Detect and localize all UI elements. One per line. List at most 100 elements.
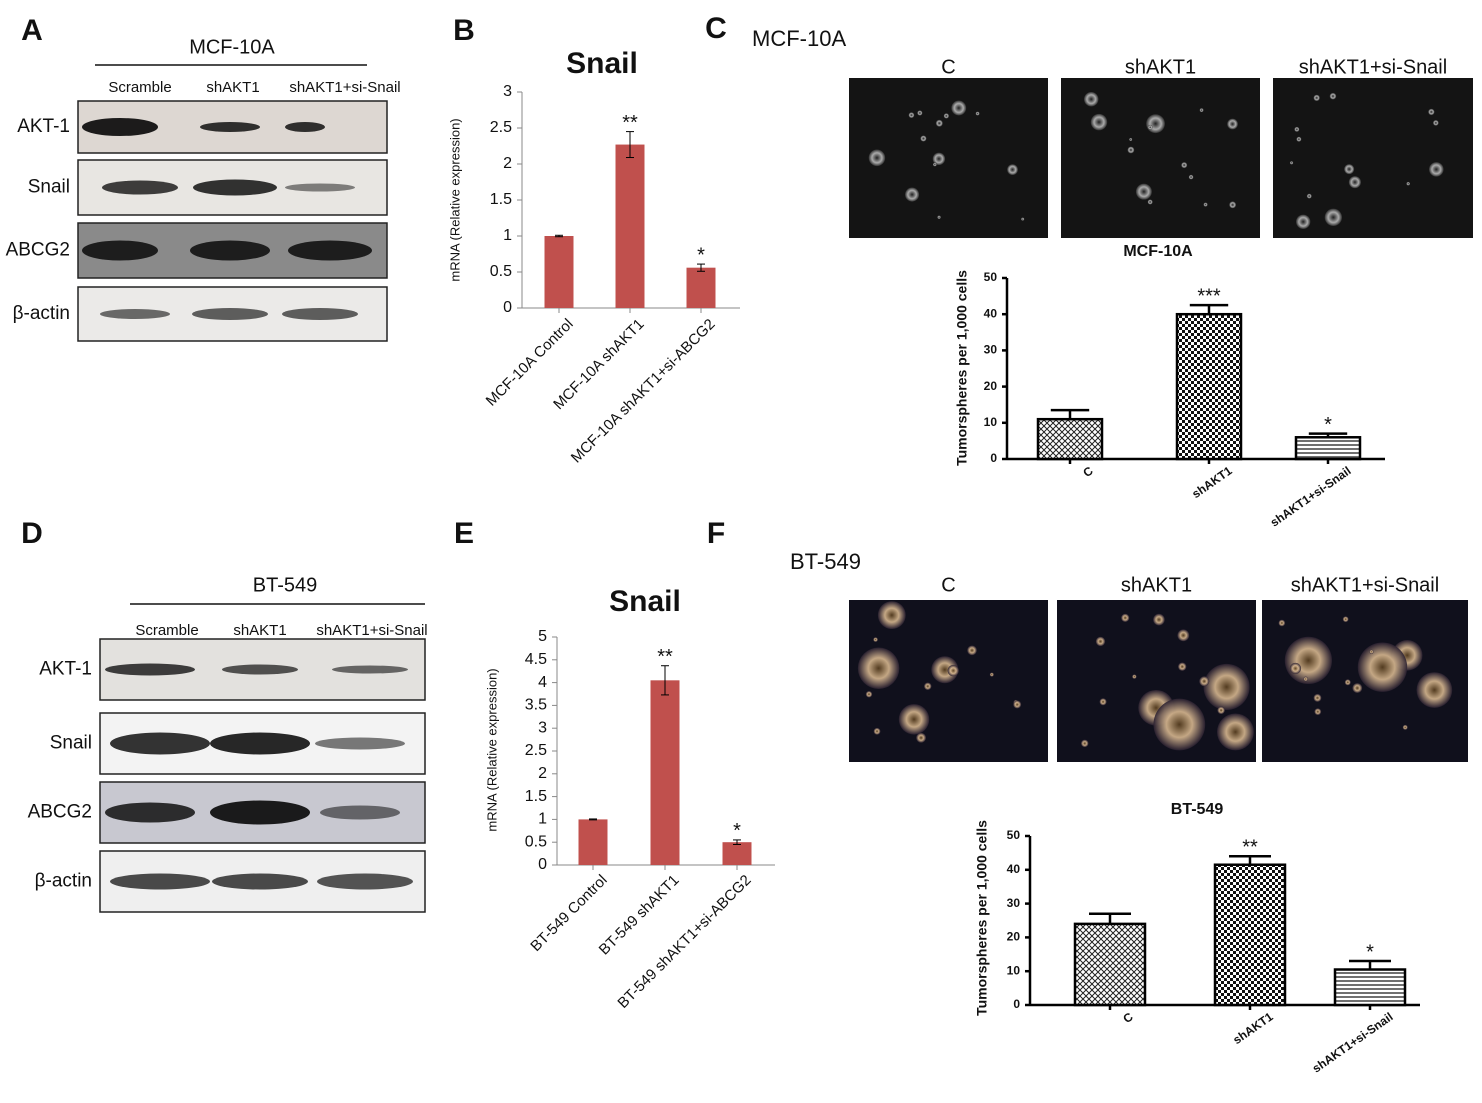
cell: [868, 149, 886, 167]
error-bar: [1229, 855, 1271, 865]
cell: [1153, 613, 1165, 626]
bar: [578, 819, 608, 865]
row-label: β-actin: [35, 871, 92, 892]
panel-label: A: [21, 14, 43, 47]
panel-label: B: [453, 14, 475, 47]
blot-band: [210, 800, 310, 825]
cell: [1369, 649, 1374, 654]
y-tick-label: 2: [538, 765, 547, 782]
error-bar: [1089, 912, 1131, 924]
y-tick-label: 30: [1007, 896, 1021, 910]
error-bar: [1050, 408, 1090, 420]
row-label: Snail: [28, 177, 70, 198]
cell: [1090, 113, 1108, 131]
blot-band: [285, 122, 325, 132]
x-tick-label: BT-549 Control: [527, 872, 610, 955]
panel-label: F: [707, 517, 725, 550]
cell: [1203, 202, 1208, 207]
y-tick-label: 5: [538, 628, 547, 645]
cell: [1428, 108, 1435, 116]
cell: [1313, 94, 1320, 102]
micrograph: [1273, 78, 1473, 238]
cell: [1178, 662, 1187, 671]
row-label: AKT-1: [39, 659, 92, 680]
cell: [1416, 672, 1453, 708]
y-tick-label: 40: [1007, 862, 1021, 876]
blot-band: [317, 873, 413, 890]
cell: [1429, 162, 1444, 177]
blot-band: [105, 663, 195, 676]
cell: [908, 112, 915, 118]
chart-title: MCF-10A: [1123, 243, 1193, 260]
cell: [1406, 181, 1411, 186]
cell: [937, 215, 941, 219]
blot-band: [222, 664, 298, 675]
x-tick-label: C: [1120, 1009, 1135, 1026]
row-label: ABCG2: [28, 802, 92, 823]
significance: *: [1366, 941, 1374, 963]
micrograph-title: MCF-10A: [752, 26, 846, 51]
bar: [1333, 968, 1407, 1007]
y-tick-label: 0.5: [490, 263, 512, 280]
cell: [1402, 724, 1408, 730]
blot-band: [200, 122, 260, 132]
cell: [916, 732, 927, 743]
y-tick-label: 0: [503, 299, 512, 316]
bar: [544, 236, 574, 308]
bar: [650, 680, 680, 865]
blot-band: [82, 240, 158, 261]
y-tick-label: 1.5: [525, 788, 547, 805]
cell: [1295, 214, 1311, 229]
bar: [1294, 436, 1362, 461]
blot-band: [288, 240, 372, 261]
bar: [1073, 922, 1147, 1007]
error-bar: [589, 818, 597, 821]
blot-band: [210, 732, 310, 755]
cell: [1284, 636, 1333, 685]
panel-label: C: [705, 12, 727, 45]
micrograph-label: C: [941, 574, 955, 596]
bar: [686, 267, 716, 308]
panel-label: E: [454, 517, 474, 550]
cell: [1352, 683, 1363, 694]
lane-label: Scramble: [135, 622, 198, 639]
error-bar: [1308, 432, 1348, 438]
cell: [1099, 698, 1107, 706]
cell: [931, 656, 959, 684]
lane-label: shAKT1+si-Snail: [289, 79, 400, 96]
y-tick-label: 10: [984, 415, 998, 429]
x-tick-label: shAKT1: [1189, 463, 1234, 501]
x-tick-label: BT-549 shAKT1+si-ABCG2: [614, 872, 754, 1012]
lane-label: shAKT1: [233, 622, 286, 639]
chart-title: Snail: [566, 47, 638, 80]
cell: [1357, 642, 1408, 692]
cell: [975, 111, 980, 116]
cell: [1083, 91, 1099, 107]
micrograph-label: shAKT1+si-Snail: [1299, 56, 1447, 78]
significance: *: [733, 820, 741, 842]
y-tick-label: 0: [538, 856, 547, 873]
lane-label: Scramble: [108, 79, 171, 96]
cell: [920, 135, 927, 142]
cell: [1007, 164, 1018, 176]
y-tick-label: 4.5: [525, 651, 547, 668]
cell: [1344, 164, 1355, 175]
micrograph-label: C: [941, 56, 955, 78]
y-axis-label: Tumorspheres per 1,000 cells: [974, 820, 990, 1016]
cell: [932, 162, 937, 167]
cell: [905, 187, 920, 202]
cell: [873, 727, 881, 735]
y-tick-label: 50: [984, 270, 998, 284]
micrograph-label: shAKT1: [1125, 56, 1196, 78]
cell: [967, 645, 977, 656]
error-bar: [733, 839, 741, 845]
y-tick-label: 2.5: [490, 119, 512, 136]
cell: [1217, 713, 1254, 751]
y-tick-label: 10: [1007, 963, 1021, 977]
cell: [1013, 700, 1022, 709]
cell: [923, 682, 932, 691]
lane-label: shAKT1: [206, 79, 259, 96]
cell: [1289, 161, 1294, 165]
cell: [1348, 176, 1361, 189]
